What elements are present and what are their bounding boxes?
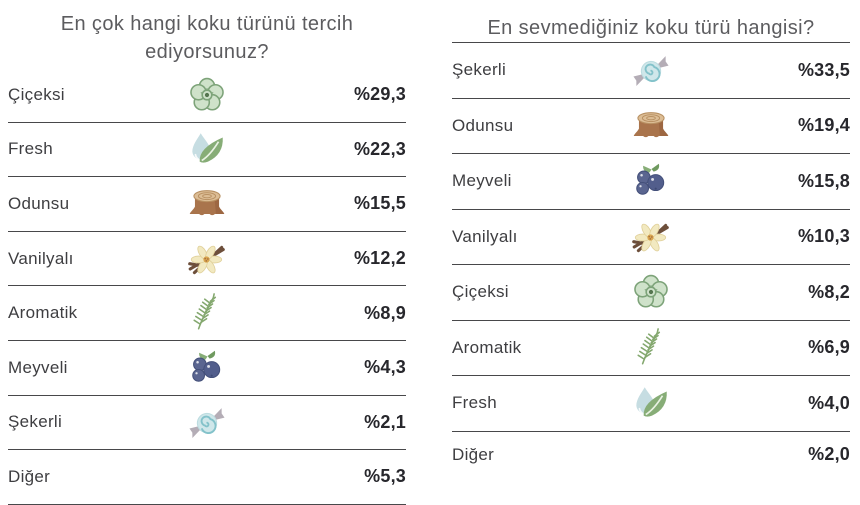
preferred-scent-title: En çok hangi koku türünü tercih ediyorsu… <box>60 13 354 63</box>
scent-label: Diğer <box>452 444 495 464</box>
disliked-scent-title: En sevmediğiniz koku türü hangisi? <box>487 17 815 39</box>
percent-value: %15,8 <box>797 170 850 191</box>
percent-value: %33,5 <box>797 59 850 80</box>
candy-icon <box>629 48 673 92</box>
scent-label: Fresh <box>452 393 497 413</box>
percent-value: %8,2 <box>808 281 850 302</box>
scent-label: Odunsu <box>8 193 70 213</box>
fresh-leaf-icon <box>629 381 673 425</box>
table-row: Vanilyalı %12,2 <box>8 232 406 287</box>
table-row: Meyveli %15,8 <box>452 154 850 210</box>
scent-label: Çiçeksi <box>452 282 509 302</box>
percent-value: %12,2 <box>353 248 406 269</box>
herb-sprig-icon <box>629 326 673 370</box>
scent-label: Meyveli <box>8 357 68 377</box>
preferred-scent-section: En çok hangi koku türünü tercih ediyorsu… <box>8 0 406 505</box>
flower-icon <box>185 73 229 117</box>
scent-label: Diğer <box>8 466 51 486</box>
vanilla-icon <box>185 237 229 281</box>
percent-value: %19,4 <box>797 115 850 136</box>
vanilla-icon <box>629 215 673 259</box>
no-icon <box>629 433 673 477</box>
table-row: Aromatik %6,9 <box>452 321 850 376</box>
scent-label: Şekerli <box>8 412 63 432</box>
table-row: Fresh %4,0 <box>452 376 850 432</box>
disliked-scent-table: Şekerli %33,5 Odunsu %19,4 Meyveli %15,8 Vanil… <box>452 42 850 478</box>
herb-sprig-icon <box>185 291 229 335</box>
table-row: Şekerli %2,1 <box>8 396 406 451</box>
berries-icon <box>629 159 673 203</box>
percent-value: %4,0 <box>808 392 850 413</box>
table-row: Meyveli %4,3 <box>8 341 406 396</box>
table-row: Fresh %22,3 <box>8 123 406 178</box>
flower-icon <box>629 270 673 314</box>
percent-value: %29,3 <box>353 84 406 105</box>
scent-label: Şekerli <box>452 60 507 80</box>
fresh-leaf-icon <box>185 127 229 171</box>
candy-icon <box>185 400 229 444</box>
no-icon <box>185 455 229 499</box>
percent-value: %8,9 <box>364 302 406 323</box>
table-row: Odunsu %19,4 <box>452 99 850 154</box>
table-row: Çiçeksi %29,3 <box>8 68 406 123</box>
tree-stump-icon <box>629 104 673 148</box>
table-row: Çiçeksi %8,2 <box>452 265 850 321</box>
table-row: Aromatik %8,9 <box>8 286 406 341</box>
table-row: Vanilyalı %10,3 <box>452 210 850 265</box>
percent-value: %10,3 <box>797 226 850 247</box>
scent-label: Çiçeksi <box>8 84 65 104</box>
percent-value: %5,3 <box>364 466 406 487</box>
scent-label: Aromatik <box>8 303 78 323</box>
percent-value: %2,0 <box>808 444 850 464</box>
scent-label: Vanilyalı <box>8 248 74 268</box>
scent-label: Vanilyalı <box>452 226 518 246</box>
table-row: Diğer %5,3 <box>8 450 406 505</box>
table-row: Şekerli %33,5 <box>452 43 850 99</box>
table-row: Odunsu %15,5 <box>8 177 406 232</box>
tree-stump-icon <box>185 182 229 226</box>
preferred-scent-table: Çiçeksi %29,3 Fresh %22,3 Odunsu %15,5 Vanilya… <box>8 68 406 505</box>
percent-value: %22,3 <box>353 138 406 159</box>
scent-label: Aromatik <box>452 337 522 357</box>
scent-label: Odunsu <box>452 115 514 135</box>
disliked-scent-section: En sevmediğiniz koku türü hangisi? Şeker… <box>452 0 850 478</box>
berries-icon <box>185 346 229 390</box>
percent-value: %2,1 <box>364 411 406 432</box>
scent-label: Meyveli <box>452 171 512 191</box>
percent-value: %15,5 <box>353 193 406 214</box>
percent-value: %6,9 <box>808 337 850 358</box>
percent-value: %4,3 <box>364 357 406 378</box>
scent-label: Fresh <box>8 139 53 159</box>
table-row: Diğer %2,0 <box>452 432 850 478</box>
